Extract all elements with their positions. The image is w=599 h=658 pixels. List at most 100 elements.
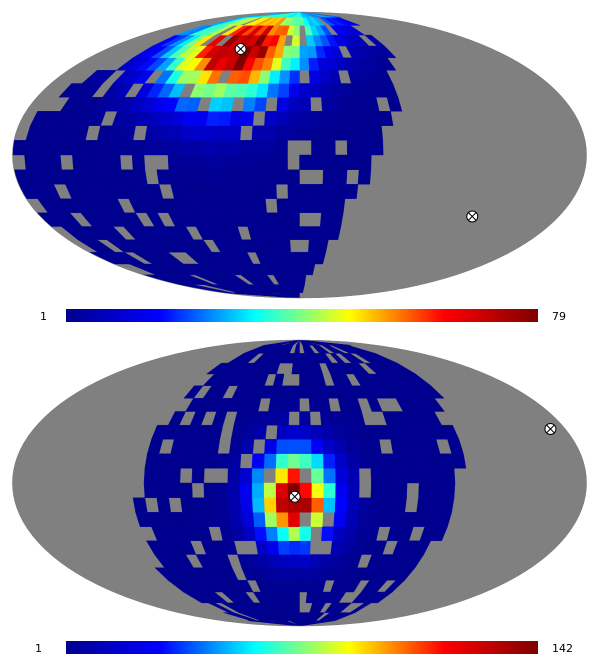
sky-pixel: [263, 482, 276, 498]
sky-pixel: [277, 83, 290, 98]
sky-pixel: [299, 540, 311, 555]
sky-pixel: [441, 468, 456, 484]
sky-pixel: [241, 12, 300, 18]
colorbar-bottom: 1 142: [35, 641, 573, 655]
sky-pixel: [264, 512, 277, 527]
sky-pixel: [334, 482, 348, 498]
sky-pixel: [227, 497, 242, 513]
sky-pixel: [275, 111, 289, 126]
sky-pixel: [288, 554, 300, 568]
sky-pixel: [239, 169, 253, 185]
sky-pixel: [311, 140, 324, 156]
sky-pixel: [299, 111, 312, 126]
sky-pixel: [204, 497, 218, 513]
sky-pixel: [404, 453, 419, 469]
sky-pixel: [299, 340, 307, 346]
sky-pixel: [215, 453, 230, 469]
sky-pixel: [358, 154, 372, 170]
sky-pixel: [332, 96, 346, 112]
sky-pixel: [156, 169, 171, 185]
sky-pixel: [288, 226, 300, 240]
sky-pixel: [308, 385, 320, 399]
sky-pixel: [406, 468, 420, 484]
sky-pixel: [72, 140, 86, 156]
sky-pixel: [264, 439, 277, 454]
sky-pixel: [299, 198, 312, 214]
sky-pixel: [278, 70, 291, 84]
sky-pixel: [333, 111, 347, 126]
sky-pixel: [321, 425, 334, 440]
sky-pixel: [156, 453, 171, 469]
sky-pixel: [299, 439, 312, 454]
sky-pixel: [255, 540, 269, 555]
sky-pixel: [143, 140, 158, 156]
sky-pixel: [332, 425, 346, 440]
sky-pixel: [263, 453, 277, 469]
skymap-top: [12, 11, 587, 299]
sky-pixel: [343, 526, 357, 541]
sky-pixel: [369, 453, 384, 469]
sky-pixel: [322, 439, 335, 454]
sky-pixel: [321, 526, 334, 541]
circle-x-marker-icon: [544, 422, 557, 435]
colorbar-bottom-max-label: 142: [552, 642, 573, 655]
sky-pixel: [276, 96, 289, 112]
sky-pixel: [12, 140, 27, 156]
sky-pixel: [215, 125, 230, 141]
sky-pixel: [36, 154, 50, 170]
sky-pixel: [253, 526, 267, 541]
sky-pixel: [295, 340, 300, 346]
sky-pixel: [439, 497, 455, 513]
sky-pixel: [299, 251, 309, 265]
sky-pixel: [227, 169, 242, 185]
sky-pixel: [289, 567, 300, 581]
sky-pixel: [278, 554, 291, 568]
sky-pixel: [239, 497, 253, 513]
sky-pixel: [323, 468, 336, 484]
sky-pixel: [287, 468, 300, 484]
sky-pixel: [332, 198, 346, 214]
sky-pixel: [322, 497, 336, 513]
sky-pixel: [346, 453, 360, 469]
sky-pixel: [310, 184, 324, 199]
sky-pixel: [343, 96, 357, 112]
sky-pixel: [287, 439, 300, 454]
sky-pixel: [367, 111, 382, 126]
sky-pixel: [275, 125, 289, 141]
sky-pixel: [299, 567, 310, 581]
sky-pixel: [263, 140, 276, 156]
sky-pixel: [358, 140, 372, 156]
sky-pixel: [227, 125, 242, 141]
sky-pixel: [318, 226, 331, 240]
sky-pixel: [203, 154, 217, 170]
sky-pixel: [308, 554, 321, 568]
sky-pixel: [155, 140, 169, 156]
sky-pixel: [151, 425, 169, 440]
sky-pixel: [334, 453, 348, 469]
sky-pixel: [322, 169, 336, 185]
sky-pixel: [334, 125, 348, 141]
sky-pixel: [357, 497, 372, 513]
sky-pixel: [265, 526, 278, 541]
sky-pixel: [369, 497, 384, 513]
sky-pixel: [439, 453, 455, 469]
sky-pixel: [253, 425, 267, 440]
sky-pixel: [378, 512, 394, 527]
sky-pixel: [356, 512, 370, 527]
sky-pixel: [131, 154, 146, 170]
sky-pixel: [287, 96, 300, 112]
sky-pixel: [299, 580, 309, 593]
sky-pixel: [310, 198, 323, 214]
sky-pixel: [441, 482, 456, 498]
sky-pixel: [144, 453, 160, 469]
sky-pixel: [299, 526, 312, 541]
sky-pixel: [367, 439, 382, 454]
sky-pixel: [283, 340, 300, 346]
sky-pixel: [155, 468, 169, 484]
sky-pixel: [84, 140, 98, 156]
sky-pixel: [81, 70, 108, 84]
sky-pixel: [330, 411, 344, 426]
sky-pixel: [144, 125, 160, 141]
sky-pixel: [344, 111, 359, 126]
